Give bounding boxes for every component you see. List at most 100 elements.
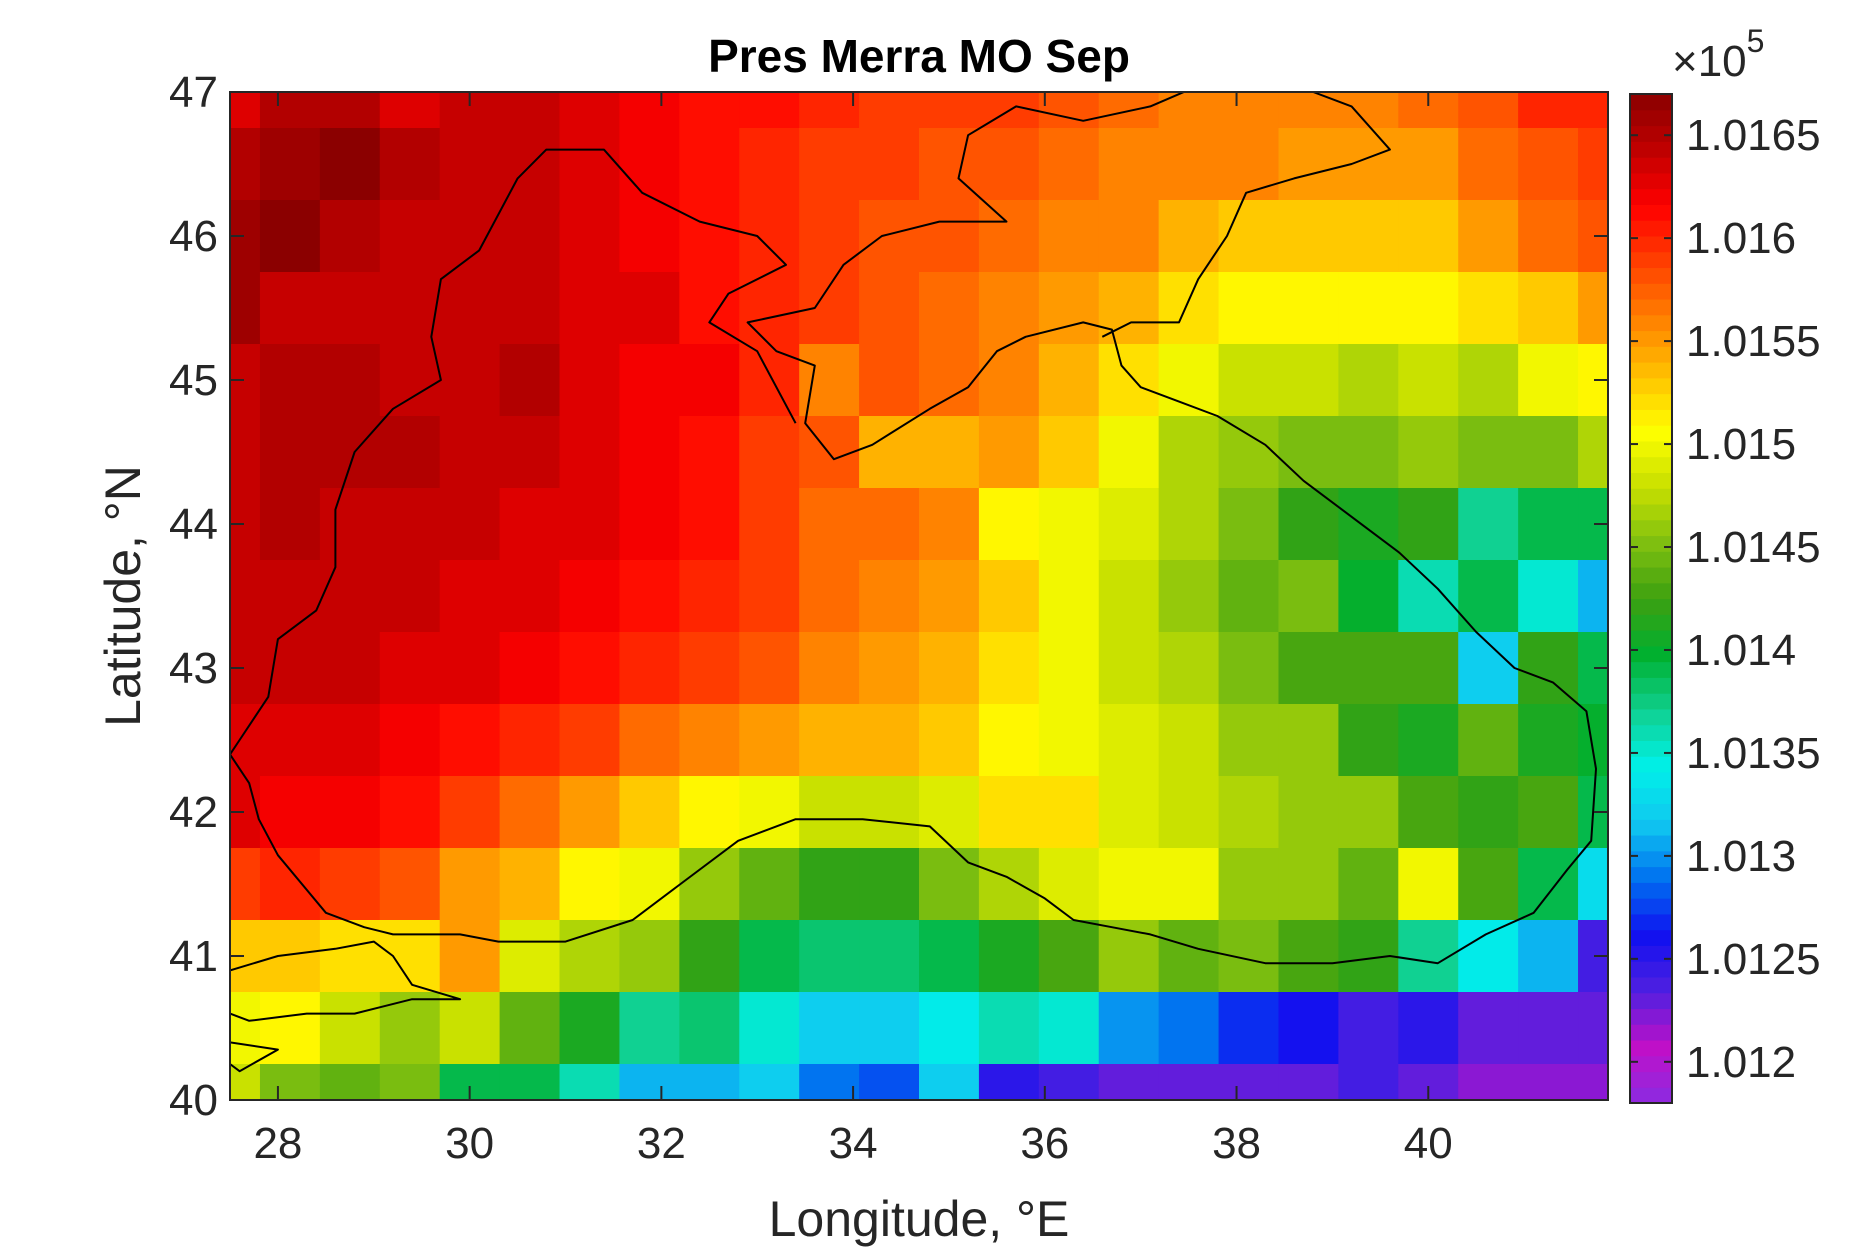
heatmap-cells [230,92,1608,1100]
heatmap-cell [619,632,680,705]
heatmap-cell [679,920,740,993]
colorbar-segment [1630,488,1672,505]
heatmap-cell [1398,128,1459,201]
heatmap-cell [1398,272,1459,345]
heatmap-cell [919,488,980,561]
heatmap-cell [559,272,621,345]
heatmap-cell [1278,992,1339,1065]
heatmap-cell [1098,200,1160,273]
heatmap-cell [1218,1064,1280,1100]
heatmap-cell [1338,1064,1399,1100]
colorbar-segment [1630,456,1672,473]
heatmap-cell [259,632,321,705]
heatmap-cell [499,92,561,129]
heatmap-cell [559,560,621,633]
heatmap-cell [1398,704,1459,777]
heatmap-cell [1038,848,1100,921]
colorbar-segment [1630,314,1672,332]
heatmap-cell [1578,128,1608,201]
colorbar-frame [1629,93,1673,1104]
heatmap-cell [1518,200,1579,273]
colorbar-segment [1630,614,1672,631]
heatmap-cell [799,488,860,561]
y-tick-label: 43 [169,644,218,693]
colorbar-segment [1630,598,1672,615]
y-tick-label: 45 [169,356,218,405]
heatmap-cell [739,488,800,561]
heatmap-cell [739,92,800,129]
heatmap-cell [619,560,680,633]
heatmap-cell [230,272,261,345]
heatmap-cell [319,920,381,993]
heatmap-cell [799,992,860,1065]
x-tick-label: 28 [253,1119,302,1168]
heatmap-cell [230,848,261,921]
heatmap-cell [1338,992,1399,1065]
heatmap-cell [859,200,920,273]
heatmap-cell [739,560,800,633]
heatmap-cell [859,992,920,1065]
colorbar-segment [1630,1039,1672,1057]
heatmap-cell [1458,200,1519,273]
heatmap-cell [1458,92,1519,129]
heatmap-cell [799,632,860,705]
heatmap-cell [799,776,860,849]
colorbar-segment [1630,157,1672,174]
heatmap-cell [259,848,321,921]
heatmap-cell [799,560,860,633]
colorbar-segment [1630,740,1672,757]
colorbar-segment [1630,204,1672,221]
heatmap-cell [919,344,980,417]
heatmap-cell [919,1064,980,1100]
heatmap-cell [1038,272,1100,345]
heatmap-cell [919,848,980,921]
colorbar-segment [1630,976,1672,994]
heatmap-cell [679,560,740,633]
heatmap-cell [679,848,740,921]
heatmap-cell [499,632,561,705]
heatmap-cell [1518,92,1579,129]
heatmap-cell [499,704,561,777]
heatmap-cell [739,704,800,777]
colorbar-segment [1630,898,1672,915]
heatmap-cell [1278,272,1339,345]
heatmap-cell [1038,92,1100,129]
heatmap-cell [259,200,321,273]
heatmap-cell [919,272,980,345]
heatmap-cell [230,416,261,489]
heatmap-cell [559,848,621,921]
heatmap-cell [439,632,501,705]
heatmap-cell [859,920,920,993]
y-tick-label: 42 [169,788,218,837]
heatmap-cell [1278,488,1339,561]
heatmap-cell [1578,992,1608,1065]
heatmap-cell [1218,920,1280,993]
colorbar-tick-label: 1.0135 [1686,729,1821,778]
heatmap-cell [1458,848,1519,921]
heatmap-cell [1158,704,1220,777]
heatmap-cell [1218,488,1280,561]
heatmap-cell [1578,272,1608,345]
heatmap-cell [559,920,621,993]
colorbar-segment [1630,409,1672,426]
heatmap-cell [1158,416,1220,489]
heatmap-cell [1338,200,1399,273]
heatmap-cell [1278,344,1339,417]
heatmap-cell [1158,560,1220,633]
heatmap-cell [379,92,441,129]
x-tick-label: 34 [829,1119,878,1168]
heatmap-cell [679,632,740,705]
heatmap-cell [1218,272,1280,345]
colorbar-segment [1630,1071,1672,1088]
colorbar-tick-label: 1.0155 [1686,317,1821,366]
heatmap-cell [379,272,441,345]
colorbar-segment [1630,535,1672,552]
heatmap-cell [319,488,381,561]
heatmap-cell [978,1064,1040,1100]
heatmap-cell [978,992,1040,1065]
heatmap-cell [1518,1064,1579,1100]
heatmap-cell [619,128,680,201]
heatmap-cell [559,704,621,777]
heatmap-cell [799,848,860,921]
